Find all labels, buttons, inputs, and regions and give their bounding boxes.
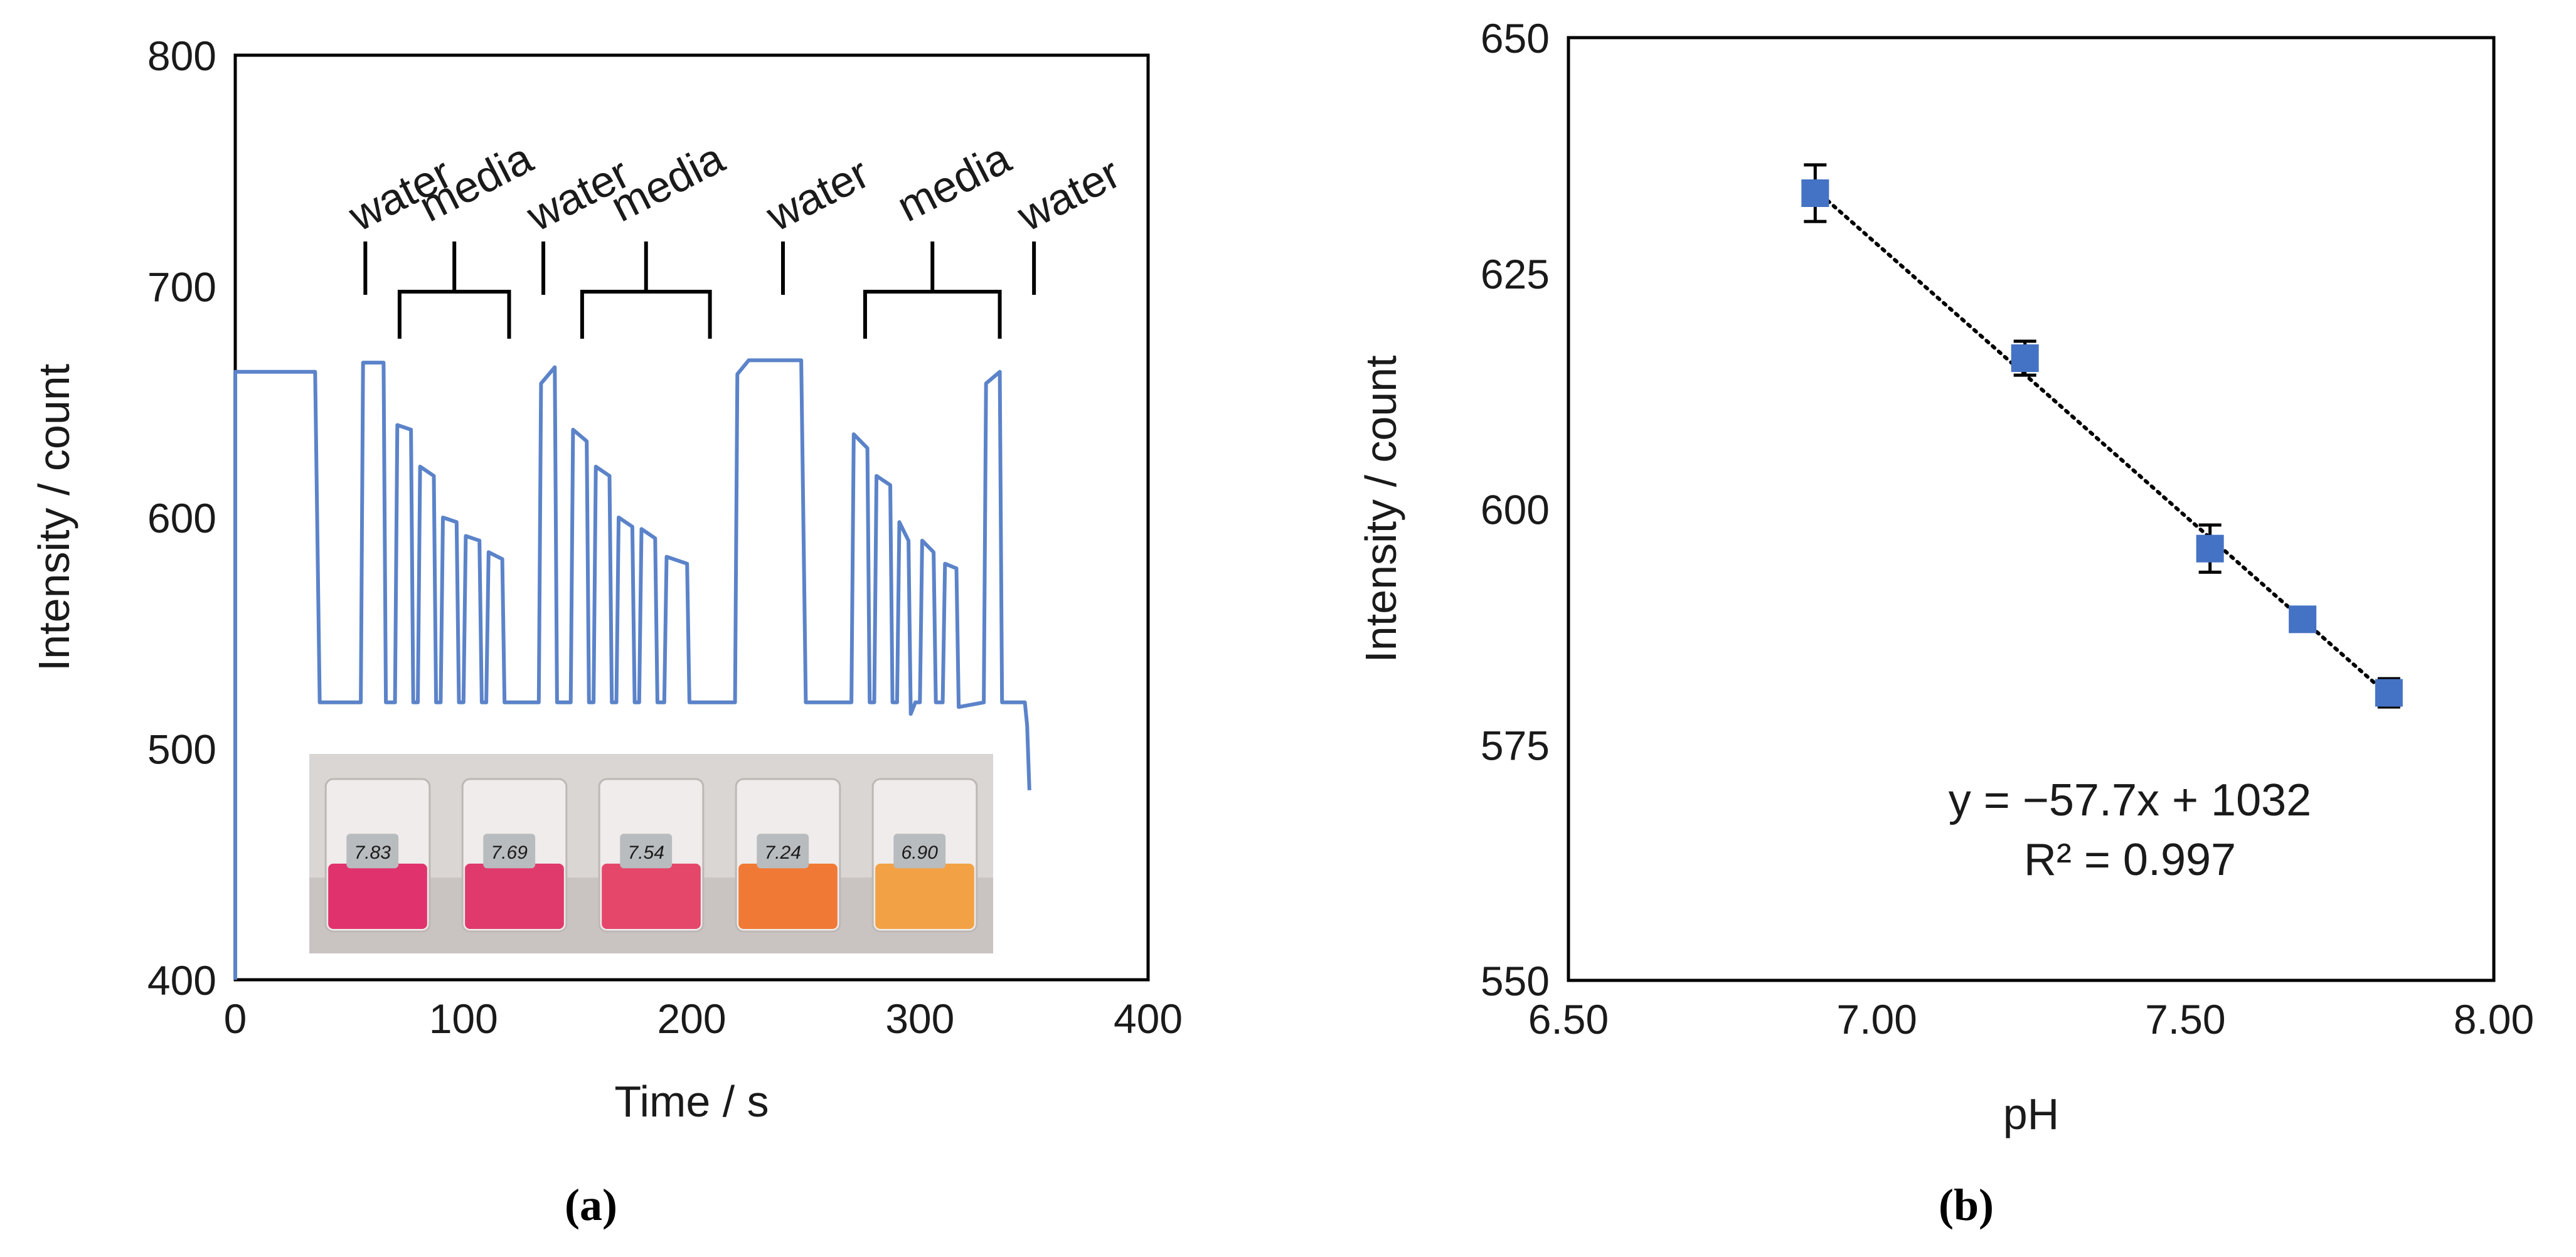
- data-point: [2196, 523, 2224, 574]
- panel-a-chart: 7.83 7.69 7.54 7.24 6.90watermediawatermedia…: [29, 33, 1183, 1126]
- y-tick-label: 400: [147, 957, 216, 1004]
- beaker-label-text: 6.90: [902, 842, 939, 863]
- data-point: [2289, 605, 2317, 634]
- annotation-label: media: [603, 133, 732, 231]
- panel-b-chart: 550 575 600 625 650 6.50 7.00 7.50 8.00 pH Intensi…: [1356, 15, 2534, 1138]
- panel-a-caption: (a): [565, 1180, 617, 1230]
- y-tick-label: 500: [147, 726, 216, 773]
- annotation-bracket: [863, 241, 1002, 339]
- annotation-water: water: [1009, 148, 1128, 295]
- annotation-label: water: [1009, 148, 1128, 241]
- x-tick-label: 6.50: [1528, 996, 1609, 1042]
- annotation-water: water: [758, 148, 877, 295]
- y-tick-label: 625: [1481, 251, 1550, 297]
- annotation-label: media: [890, 133, 1018, 231]
- x-axis-label: pH: [2003, 1090, 2059, 1138]
- data-point: [1801, 163, 1829, 223]
- beaker-label-text: 7.54: [628, 842, 664, 863]
- annotation-bracket: [580, 241, 712, 339]
- y-axis-label: Intensity / count: [1356, 355, 1405, 662]
- x-tick-label: 7.50: [2145, 996, 2225, 1042]
- x-tick-label: 400: [1114, 995, 1183, 1042]
- beaker-label-text: 7.24: [765, 842, 801, 863]
- beaker-solution: [602, 863, 701, 929]
- beaker-label-card: [483, 834, 536, 869]
- y-tick-label: 550: [1481, 958, 1550, 1004]
- marker-square: [2196, 534, 2224, 563]
- beaker-solution: [465, 863, 564, 929]
- x-tick-label: 7.00: [1836, 996, 1917, 1042]
- beaker-solution: [328, 863, 427, 929]
- marker-square: [2375, 679, 2403, 707]
- marker-square: [2011, 344, 2039, 373]
- y-tick-label: 600: [1481, 487, 1550, 533]
- x-tick-label: 200: [657, 995, 726, 1042]
- y-axis-label: Intensity / count: [29, 364, 78, 671]
- x-tick-label: 100: [429, 995, 498, 1042]
- data-point: [2375, 677, 2403, 709]
- beaker-label-card: [620, 834, 673, 869]
- x-tick-label: 8.00: [2454, 996, 2534, 1042]
- annotation-media: media: [863, 133, 1018, 339]
- beaker-photo: 7.83 7.69 7.54 7.24 6.90: [309, 754, 993, 953]
- panel-b-caption: (b): [1939, 1180, 1994, 1230]
- series-line-intensity: [233, 358, 1031, 980]
- y-tick-label: 800: [147, 33, 216, 79]
- y-tick-label: 600: [147, 495, 216, 541]
- beaker-label-card: [346, 834, 399, 869]
- beaker-label-text: 7.83: [354, 842, 391, 863]
- trendline-equation: y = −57.7x + 1032: [1949, 775, 2311, 825]
- y-tick-label: 700: [147, 264, 216, 310]
- annotation-bracket: [397, 241, 511, 339]
- y-tick-label: 575: [1481, 722, 1550, 768]
- beaker-label-text: 7.69: [491, 842, 528, 863]
- x-tick-label: 0: [224, 995, 247, 1042]
- data-point: [2011, 339, 2039, 377]
- y-tick-label: 650: [1481, 15, 1550, 61]
- marker-square: [2289, 605, 2317, 634]
- x-axis-label: Time / s: [614, 1077, 769, 1126]
- beaker-label-card: [757, 834, 809, 869]
- plot-frame-b: [1567, 36, 2496, 982]
- x-tick-label: 300: [885, 995, 954, 1042]
- trendline-r-squared: R² = 0.997: [2024, 835, 2236, 885]
- annotation-label: media: [412, 133, 540, 231]
- marker-square: [1801, 179, 1829, 207]
- beaker-solution: [738, 863, 838, 929]
- annotation-label: water: [758, 148, 877, 241]
- beaker-label-card: [893, 834, 946, 869]
- beaker-solution: [875, 863, 974, 929]
